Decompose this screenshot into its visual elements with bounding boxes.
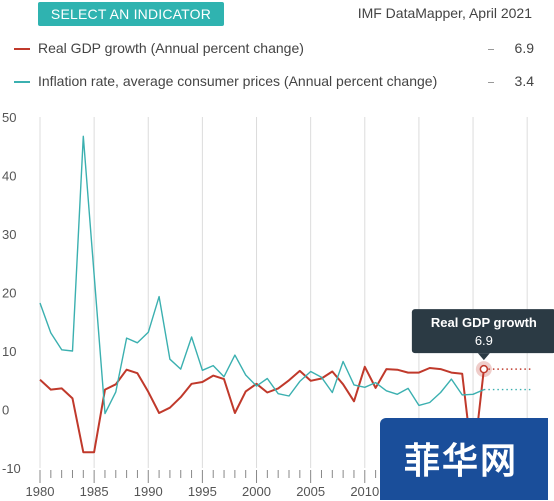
- x-tick-label: 1985: [80, 484, 109, 499]
- legend-item-gdp[interactable]: Real GDP growth (Annual percent change) …: [14, 38, 534, 60]
- legend-swatch-gdp: [14, 48, 30, 50]
- highlight-point: [479, 364, 489, 374]
- x-tick-label: 2000: [242, 484, 271, 499]
- y-tick-label: 40: [2, 169, 16, 184]
- legend-label-gdp: Real GDP growth (Annual percent change): [38, 40, 304, 56]
- x-tick-label: 1995: [188, 484, 217, 499]
- x-tick-label: 2010: [350, 484, 379, 499]
- source-label: IMF DataMapper, April 2021: [357, 5, 532, 21]
- series-line-gdp: [39, 365, 485, 467]
- legend-leader-gdp: [488, 49, 494, 50]
- tooltip-value: 6.9: [475, 333, 493, 348]
- tooltip-title: Real GDP growth: [431, 315, 537, 330]
- legend-label-inflation: Inflation rate, average consumer prices …: [38, 73, 438, 89]
- legend-swatch-inflation: [14, 81, 30, 83]
- y-tick-label: 0: [2, 403, 9, 418]
- watermark-text: 菲华网: [404, 441, 519, 482]
- y-tick-label: -10: [2, 461, 21, 476]
- tooltip-box: [411, 309, 554, 354]
- select-indicator-button[interactable]: SELECT AN INDICATOR: [38, 2, 224, 26]
- x-tick-label: 1980: [26, 484, 55, 499]
- y-tick-label: 20: [2, 286, 16, 301]
- y-tick-label: 50: [2, 110, 16, 125]
- y-tick-label: 30: [2, 227, 16, 242]
- series-line-inflation: [39, 135, 485, 415]
- legend-value-inflation: 3.4: [514, 73, 534, 89]
- x-tick-label: 1990: [134, 484, 163, 499]
- legend-item-inflation[interactable]: Inflation rate, average consumer prices …: [14, 71, 534, 93]
- legend-value-gdp: 6.9: [514, 40, 534, 56]
- tooltip-pointer: [477, 353, 490, 361]
- x-tick-label: 2005: [296, 484, 325, 499]
- y-tick-label: 10: [2, 344, 16, 359]
- legend-leader-inflation: [488, 82, 494, 83]
- watermark-logo: [380, 418, 548, 500]
